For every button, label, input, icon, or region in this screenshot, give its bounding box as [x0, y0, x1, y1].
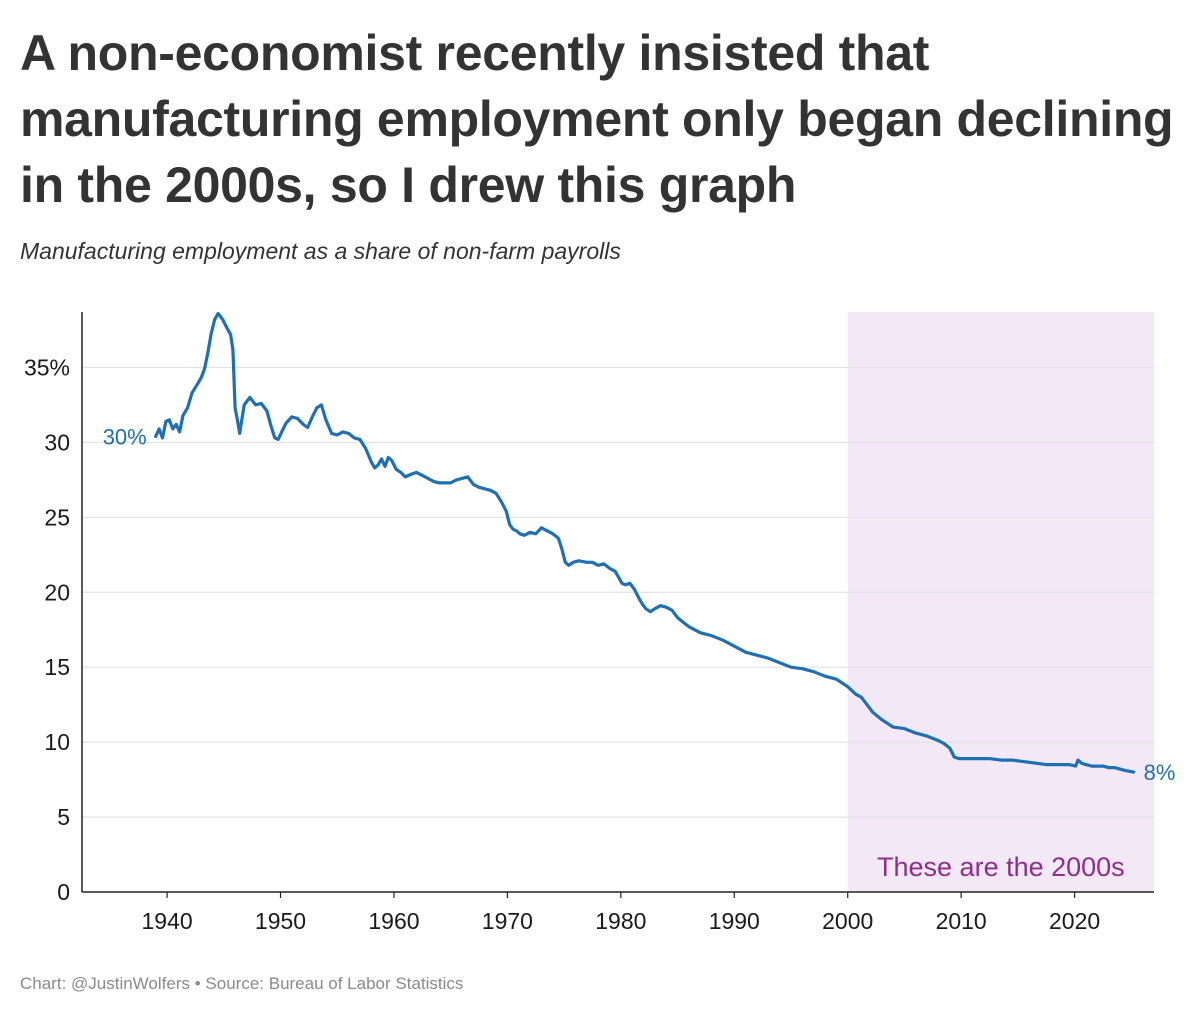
x-tick-label: 1950	[255, 908, 306, 934]
x-tick-label: 2010	[936, 908, 987, 934]
footer-separator: •	[194, 974, 201, 993]
chart-title: A non-economist recently insisted that m…	[20, 25, 1174, 213]
y-tick-label: 0	[57, 879, 70, 905]
y-tick-label: 30	[44, 429, 70, 455]
x-tick-label: 1940	[141, 908, 192, 934]
series-end-label: 8%	[1144, 760, 1176, 785]
y-tick-label: 15	[44, 654, 70, 680]
x-tick-label: 2020	[1049, 908, 1100, 934]
footer-source: Source: Bureau of Labor Statistics	[205, 974, 464, 993]
x-tick-label: 1980	[595, 908, 646, 934]
x-tick-label: 1970	[482, 908, 533, 934]
footer-credit: Chart: @JustinWolfers	[20, 974, 190, 993]
x-tick-label: 1960	[368, 908, 419, 934]
y-axis-ticks: 0 5 10 15 20 25 30 35%	[24, 354, 70, 905]
series-line-manufacturing-share	[154, 311, 1136, 774]
series-start-label: 30%	[103, 424, 147, 449]
gridlines	[82, 366, 1154, 818]
chart-footer: Chart: @JustinWolfers • Source: Bureau o…	[20, 974, 463, 994]
y-tick-label: 35%	[24, 354, 70, 380]
y-tick-label: 25	[44, 504, 70, 530]
axes	[81, 312, 1154, 893]
y-tick-label: 5	[57, 804, 70, 830]
shaded-region-2000s	[847, 312, 1154, 892]
x-axis-ticks: 1940 1950 1960 1970 1980 1990 2000 2010 2020	[141, 892, 1100, 934]
y-tick-label: 10	[44, 729, 70, 755]
shaded-region-label: These are the 2000s	[877, 852, 1125, 882]
x-tick-label: 1990	[709, 908, 760, 934]
y-tick-label: 20	[44, 579, 70, 605]
x-tick-label: 2000	[822, 908, 873, 934]
chart-subtitle: Manufacturing employment as a share of n…	[20, 238, 621, 264]
